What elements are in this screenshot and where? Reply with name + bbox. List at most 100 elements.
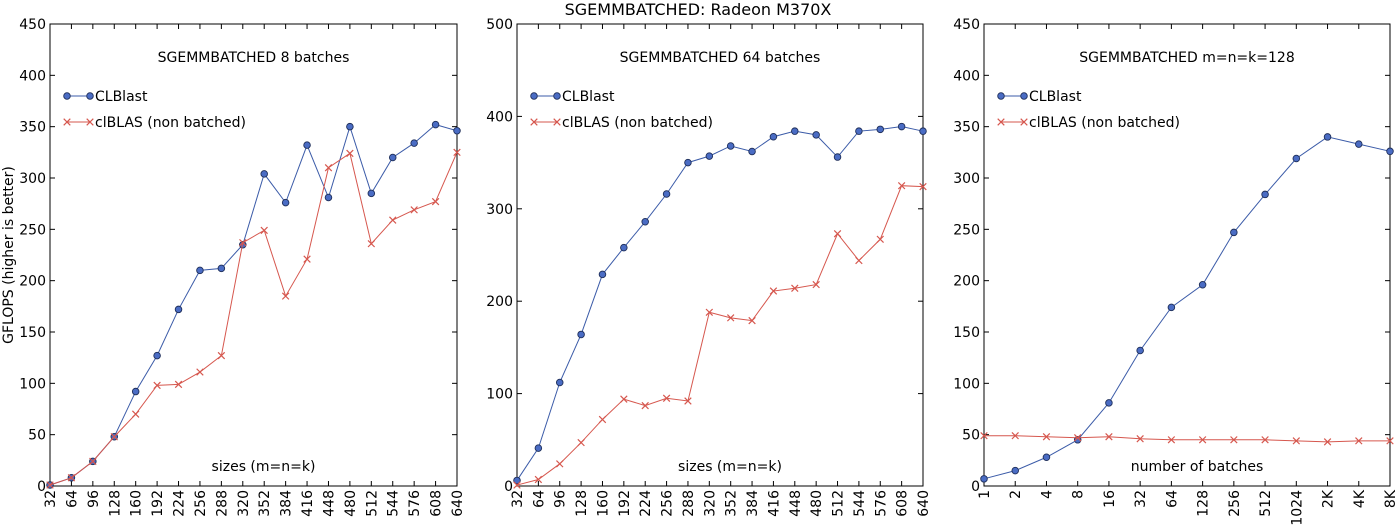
x-tick-label: 192 bbox=[617, 490, 633, 517]
x-tick-label: 96 bbox=[553, 490, 569, 508]
x-tick-label: 288 bbox=[214, 490, 230, 517]
y-tick-label: 500 bbox=[486, 17, 513, 33]
data-point bbox=[1136, 435, 1144, 443]
data-point bbox=[1011, 431, 1019, 440]
x-tick-label: 544 bbox=[852, 490, 868, 517]
y-tick-label: 300 bbox=[19, 171, 46, 187]
data-point bbox=[577, 330, 585, 339]
data-point bbox=[1136, 346, 1144, 355]
data-point bbox=[555, 378, 564, 387]
x-tick-label: 448 bbox=[788, 490, 804, 517]
data-point bbox=[662, 394, 671, 402]
data-point bbox=[1230, 228, 1238, 237]
x-tick-label: 224 bbox=[638, 490, 654, 517]
data-point bbox=[684, 397, 692, 405]
plot-frame bbox=[516, 23, 924, 487]
data-point bbox=[897, 122, 906, 131]
x-tick-label: 256 bbox=[193, 490, 209, 517]
data-point bbox=[897, 181, 906, 190]
series-line bbox=[516, 185, 924, 486]
data-point bbox=[791, 284, 799, 292]
x-tick-label: 128 bbox=[1196, 490, 1212, 517]
y-tick-label: 350 bbox=[19, 120, 46, 136]
x-tick-label: 16 bbox=[1102, 490, 1118, 508]
x-tick-label: 512 bbox=[364, 490, 380, 517]
series-line bbox=[984, 435, 1390, 443]
y-tick-label: 400 bbox=[19, 68, 46, 84]
data-point bbox=[410, 206, 418, 214]
x-tick-label: 96 bbox=[86, 490, 102, 508]
legend-entry-clblast: CLBlast bbox=[63, 89, 148, 105]
x-tick-label: 1 bbox=[977, 490, 993, 499]
x-tick-label: 576 bbox=[873, 490, 889, 517]
legend-marker bbox=[1020, 92, 1028, 100]
data-point bbox=[153, 351, 161, 360]
legend-marker bbox=[86, 118, 94, 126]
data-point bbox=[919, 127, 927, 135]
legend-label: clBLAS (non batched) bbox=[95, 115, 246, 131]
series-line bbox=[516, 126, 924, 481]
data-point bbox=[620, 395, 628, 403]
x-tick-label: 128 bbox=[574, 490, 590, 517]
y-tick-label: 200 bbox=[486, 294, 513, 310]
x-tick-label: 192 bbox=[150, 490, 166, 517]
series-clblas-non-batched bbox=[980, 431, 1394, 446]
series-clblast bbox=[46, 120, 461, 489]
data-point bbox=[217, 351, 226, 360]
data-point bbox=[556, 460, 564, 468]
legend-marker bbox=[530, 118, 538, 126]
data-point bbox=[1105, 399, 1113, 407]
y-tick-label: 100 bbox=[19, 376, 46, 392]
data-point bbox=[620, 243, 628, 252]
data-point bbox=[260, 226, 268, 235]
data-point bbox=[876, 235, 884, 244]
x-tick-label: 64 bbox=[1164, 490, 1180, 508]
x-tick-label: 32 bbox=[510, 490, 526, 508]
legend-label: clBLAS (non batched) bbox=[1029, 115, 1180, 131]
legend-label: CLBlast bbox=[95, 89, 148, 105]
data-point bbox=[196, 266, 204, 275]
data-point bbox=[748, 316, 756, 325]
x-axis-label: sizes (m=n=k) bbox=[678, 459, 782, 475]
data-point bbox=[1323, 133, 1332, 141]
y-tick-label: 100 bbox=[486, 387, 513, 403]
data-point bbox=[110, 432, 118, 441]
data-point bbox=[855, 127, 863, 135]
data-point bbox=[367, 239, 376, 248]
data-point bbox=[367, 189, 376, 198]
data-point bbox=[1042, 453, 1051, 462]
data-point bbox=[453, 127, 461, 135]
series-line bbox=[49, 124, 458, 486]
data-point bbox=[281, 292, 290, 300]
legend-marker bbox=[63, 118, 71, 126]
chart-panel-2: SGEMMBATCHED 64 batches 0 100 200 300 400 500 3… bbox=[486, 17, 932, 517]
series-clblas-non-batched bbox=[513, 181, 927, 489]
data-point bbox=[1323, 438, 1332, 446]
data-point bbox=[812, 280, 820, 289]
data-point bbox=[89, 457, 97, 466]
series-clblast bbox=[513, 122, 927, 485]
x-tick-label: 4 bbox=[1039, 490, 1055, 499]
x-tick-label: 160 bbox=[129, 490, 145, 517]
data-point bbox=[684, 158, 692, 167]
x-tick-label: 256 bbox=[1227, 490, 1243, 517]
legend-marker bbox=[997, 118, 1005, 126]
x-tick-label: 512 bbox=[1258, 490, 1274, 517]
data-point bbox=[303, 141, 311, 149]
chart-title: SGEMMBATCHED 8 batches bbox=[158, 50, 350, 66]
data-point bbox=[453, 148, 461, 157]
data-point bbox=[67, 474, 76, 482]
legend-marker bbox=[553, 118, 561, 126]
y-tick-label: 450 bbox=[19, 17, 46, 33]
data-point bbox=[833, 153, 842, 161]
legend-marker bbox=[530, 92, 538, 100]
x-tick-label: 640 bbox=[916, 490, 932, 517]
data-point bbox=[1198, 281, 1207, 289]
data-point bbox=[726, 314, 735, 322]
data-point bbox=[641, 217, 649, 226]
data-point bbox=[281, 198, 290, 207]
legend-label: clBLAS (non batched) bbox=[562, 115, 713, 131]
data-point bbox=[513, 476, 521, 485]
legend-marker bbox=[553, 92, 561, 100]
data-point bbox=[324, 193, 333, 202]
